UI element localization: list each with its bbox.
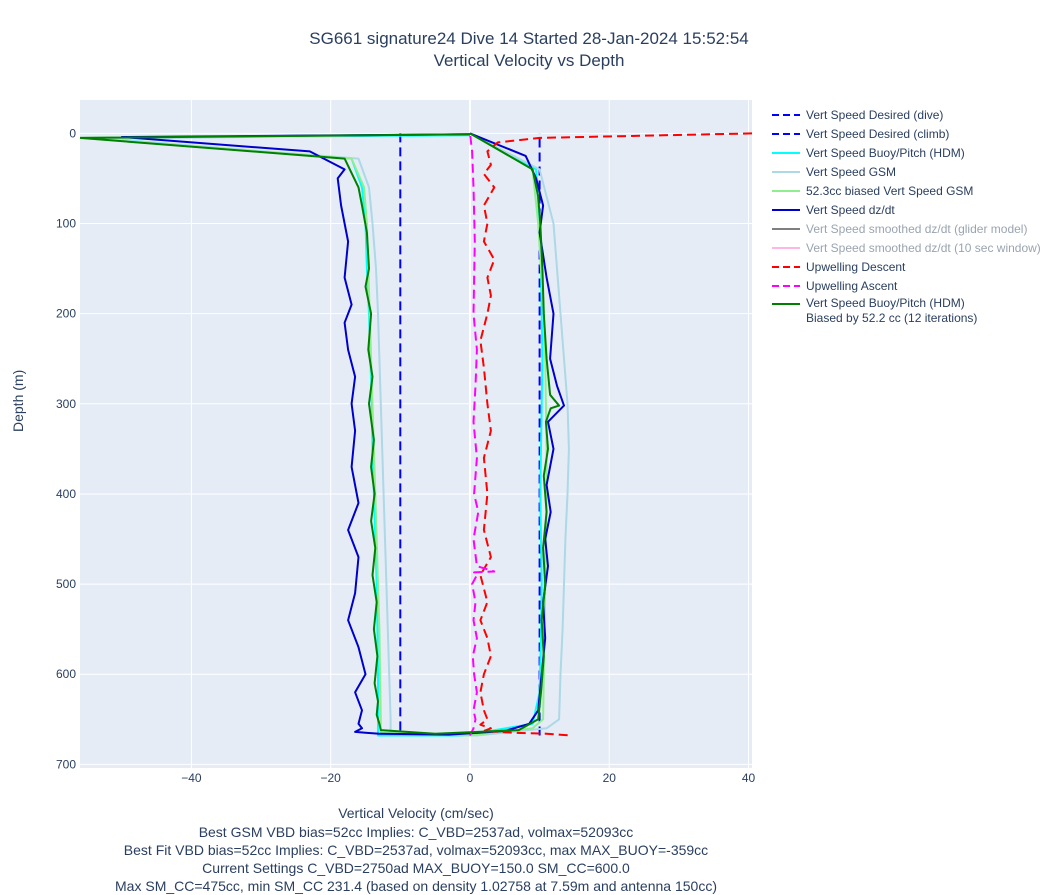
y-tick-label: 400	[56, 487, 76, 501]
legend-label: Upwelling Ascent	[806, 279, 898, 293]
y-tick-label: 0	[69, 126, 76, 140]
legend-item[interactable]: Vert Speed Desired (dive)	[770, 106, 1055, 125]
chart-title: SG661 signature24 Dive 14 Started 28-Jan…	[0, 28, 1058, 72]
legend-item[interactable]: Vert Speed Buoy/Pitch (HDM) Biased by 52.…	[770, 296, 1055, 330]
x-tick-label: −20	[321, 771, 342, 785]
legend-swatch	[772, 228, 800, 230]
x-tick-label: 20	[603, 771, 617, 785]
series-vert-speed-buoy-pitch-hdm-10	[80, 132, 561, 735]
legend-swatch	[772, 114, 800, 116]
annotation-best-fit: Best Fit VBD bias=52cc Implies: C_VBD=25…	[123, 842, 709, 858]
y-axis-label: Depth (m)	[10, 369, 26, 432]
legend-item[interactable]: Vert Speed smoothed dz/dt (10 sec window…	[770, 239, 1055, 258]
annotation-sm-cc: Max SM_CC=475cc, min SM_CC 231.4 (based …	[115, 878, 717, 894]
y-tick-label: 500	[56, 577, 76, 591]
legend-item[interactable]: Vert Speed GSM	[770, 163, 1055, 182]
legend-item[interactable]: Vert Speed Desired (climb)	[770, 125, 1055, 144]
y-tick-labels: 0 100 200 300 400 500 600 700	[56, 126, 76, 771]
legend-label: Vert Speed GSM	[806, 165, 897, 179]
legend: Vert Speed Desired (dive) Vert Speed Desi…	[770, 106, 1055, 330]
x-axis-label: Vertical Velocity (cm/sec)	[338, 805, 494, 821]
series-upwelling-ascent-9	[469, 133, 496, 736]
x-tick-label: −40	[181, 771, 202, 785]
legend-item[interactable]: Vert Speed smoothed dz/dt (glider model)	[770, 220, 1055, 239]
legend-swatch	[772, 285, 800, 287]
legend-swatch	[772, 266, 800, 268]
legend-swatch	[772, 209, 800, 211]
legend-swatch	[772, 171, 800, 173]
y-tick-label: 600	[56, 667, 76, 681]
legend-label: Upwelling Descent	[806, 260, 906, 274]
legend-swatch	[772, 247, 800, 249]
legend-label: Vert Speed smoothed dz/dt (10 sec window…	[806, 241, 1041, 255]
legend-swatch	[772, 303, 800, 305]
x-tick-labels: −40 −20 0 20 40	[181, 771, 755, 785]
legend-label: 52.3cc biased Vert Speed GSM	[806, 184, 974, 198]
legend-swatch	[772, 190, 800, 192]
series-vert-speed-dz-dt-5	[120, 132, 565, 736]
legend-label: Vert Speed smoothed dz/dt (glider model)	[806, 222, 1028, 236]
legend-label: Vert Speed Desired (climb)	[806, 127, 950, 141]
y-tick-label: 200	[56, 307, 76, 321]
y-tick-label: 700	[56, 757, 76, 771]
vbd-annotations: Best GSM VBD bias=52cc Implies: C_VBD=25…	[0, 823, 832, 895]
legend-label: Vert Speed Buoy/Pitch (HDM) Biased by 52.…	[806, 296, 978, 325]
legend-label: Vert Speed dz/dt	[806, 203, 895, 217]
annotation-current-settings: Current Settings C_VBD=2750ad MAX_BUOY=1…	[202, 860, 630, 876]
legend-swatch	[772, 152, 800, 154]
x-tick-label: 40	[742, 771, 756, 785]
annotation-gsm: Best GSM VBD bias=52cc Implies: C_VBD=25…	[198, 824, 634, 840]
legend-item[interactable]: Upwelling Ascent	[770, 277, 1055, 296]
y-tick-label: 100	[56, 217, 76, 231]
plot-background	[80, 100, 752, 768]
x-tick-label: 0	[467, 771, 474, 785]
legend-item[interactable]: 52.3cc biased Vert Speed GSM	[770, 182, 1055, 201]
grid-lines	[80, 100, 752, 768]
legend-item[interactable]: Upwelling Descent	[770, 258, 1055, 277]
series-upwelling-descent-8	[479, 132, 752, 737]
legend-item[interactable]: Vert Speed dz/dt	[770, 201, 1055, 220]
series-lines	[80, 132, 752, 737]
legend-label: Vert Speed Desired (dive)	[806, 108, 944, 122]
chart-title-main: SG661 signature24 Dive 14 Started 28-Jan…	[309, 29, 749, 48]
legend-item[interactable]: Vert Speed Buoy/Pitch (HDM)	[770, 144, 1055, 163]
legend-label: Vert Speed Buoy/Pitch (HDM)	[806, 146, 965, 160]
legend-swatch	[772, 133, 800, 135]
chart-subtitle: Vertical Velocity vs Depth	[433, 51, 625, 70]
y-tick-label: 300	[56, 397, 76, 411]
